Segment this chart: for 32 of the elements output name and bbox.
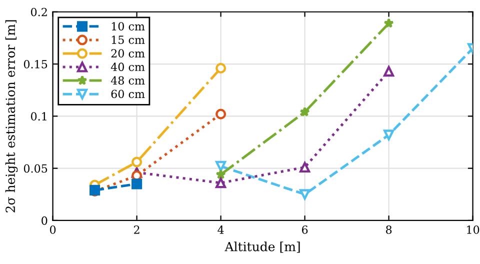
legend-label: 48 cm bbox=[110, 76, 145, 85]
point bbox=[216, 108, 226, 120]
y-tick-label: 0.05 bbox=[24, 164, 48, 173]
x-tick-label: 8 bbox=[386, 225, 392, 234]
point bbox=[300, 162, 310, 173]
x-tick-label: 2 bbox=[134, 225, 140, 234]
point bbox=[384, 130, 394, 140]
x-tick-label: 0 bbox=[50, 225, 56, 234]
y-tick-label: 0 bbox=[42, 216, 48, 225]
legend-label: 15 cm bbox=[112, 36, 145, 44]
legend-label: 60 cm bbox=[111, 90, 145, 98]
point bbox=[132, 156, 142, 168]
y-tick-label: 0.1 bbox=[31, 112, 46, 121]
point bbox=[216, 62, 226, 74]
y-axis-title: 2σ height estimation error [m] bbox=[5, 20, 18, 212]
legend-label: 20 cm bbox=[111, 49, 145, 58]
point bbox=[300, 106, 310, 116]
point bbox=[384, 66, 394, 77]
y-tick-label: 0.2 bbox=[31, 8, 47, 16]
x-tick-label: 6 bbox=[302, 225, 308, 234]
legend-label: 10 cm bbox=[112, 22, 145, 30]
y-tick-label: 0.15 bbox=[24, 60, 48, 68]
point bbox=[216, 169, 226, 180]
x-tick-label: 10 bbox=[467, 225, 480, 234]
legend-label: 40 cm bbox=[110, 62, 145, 72]
point bbox=[132, 178, 142, 190]
point bbox=[216, 178, 226, 188]
point bbox=[384, 18, 394, 28]
point bbox=[300, 189, 310, 200]
x-tick-label: 4 bbox=[218, 225, 224, 234]
x-axis-title: Altitude [m] bbox=[224, 242, 300, 253]
point bbox=[216, 160, 226, 172]
